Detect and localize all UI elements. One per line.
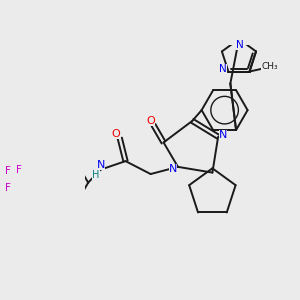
Text: N: N <box>236 40 244 50</box>
Text: H: H <box>92 170 100 180</box>
Text: N: N <box>219 64 226 74</box>
Text: N: N <box>169 164 177 174</box>
Text: N: N <box>219 130 227 140</box>
Text: O: O <box>111 129 120 139</box>
Text: F: F <box>16 165 22 175</box>
Text: CH₃: CH₃ <box>261 62 278 71</box>
Text: F: F <box>5 166 11 176</box>
Text: O: O <box>146 116 155 126</box>
Text: F: F <box>5 183 11 194</box>
Text: N: N <box>97 160 105 170</box>
